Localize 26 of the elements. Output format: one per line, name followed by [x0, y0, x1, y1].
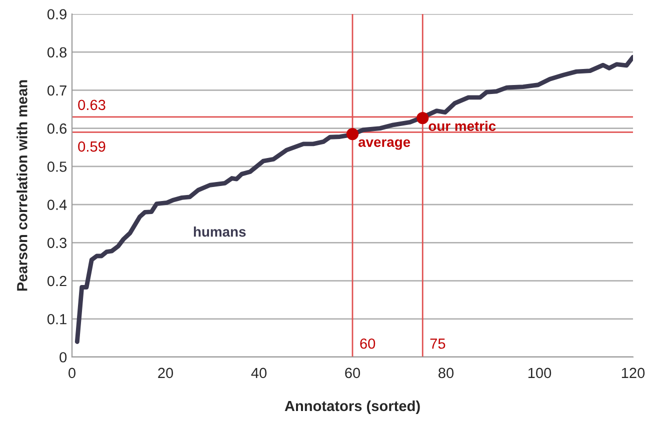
x-tick-label: 60: [345, 368, 360, 378]
x-tick-label: 120: [622, 368, 645, 378]
y-tick-label: 0.7: [47, 85, 66, 96]
ref-line-label: 0.63: [78, 100, 106, 110]
x-tick-label: 0: [68, 368, 76, 378]
y-tick-label: 0.1: [47, 314, 66, 324]
ref-line-label: 60: [360, 338, 376, 349]
y-tick-label: 0.8: [47, 47, 67, 58]
text: humans: [194, 226, 246, 237]
x-tick-label: 100: [528, 368, 552, 378]
x-tick-label: 80: [438, 368, 454, 378]
y-tick-label: 0.5: [47, 162, 67, 172]
annotation: our metric: [428, 120, 496, 132]
y-axis-title: Pearson correlation with mean: [16, 80, 28, 291]
ref-line-label: 0.59: [78, 141, 106, 152]
x-tick-label: 20: [158, 368, 174, 378]
x-axis-title: Annotators (sorted): [284, 400, 420, 414]
y-tick-label: 0.2: [47, 276, 66, 286]
y-tick-label: 0: [60, 352, 67, 362]
y-tick-label: 0.9: [47, 9, 66, 20]
ref-line-label: 75: [430, 338, 446, 349]
y-tick-label: 0.4: [47, 200, 67, 210]
x-tick-label: 40: [251, 368, 267, 378]
annotation: average: [358, 139, 410, 150]
y-tick-label: 0.6: [47, 123, 66, 134]
y-tick-label: 0.3: [47, 238, 66, 248]
